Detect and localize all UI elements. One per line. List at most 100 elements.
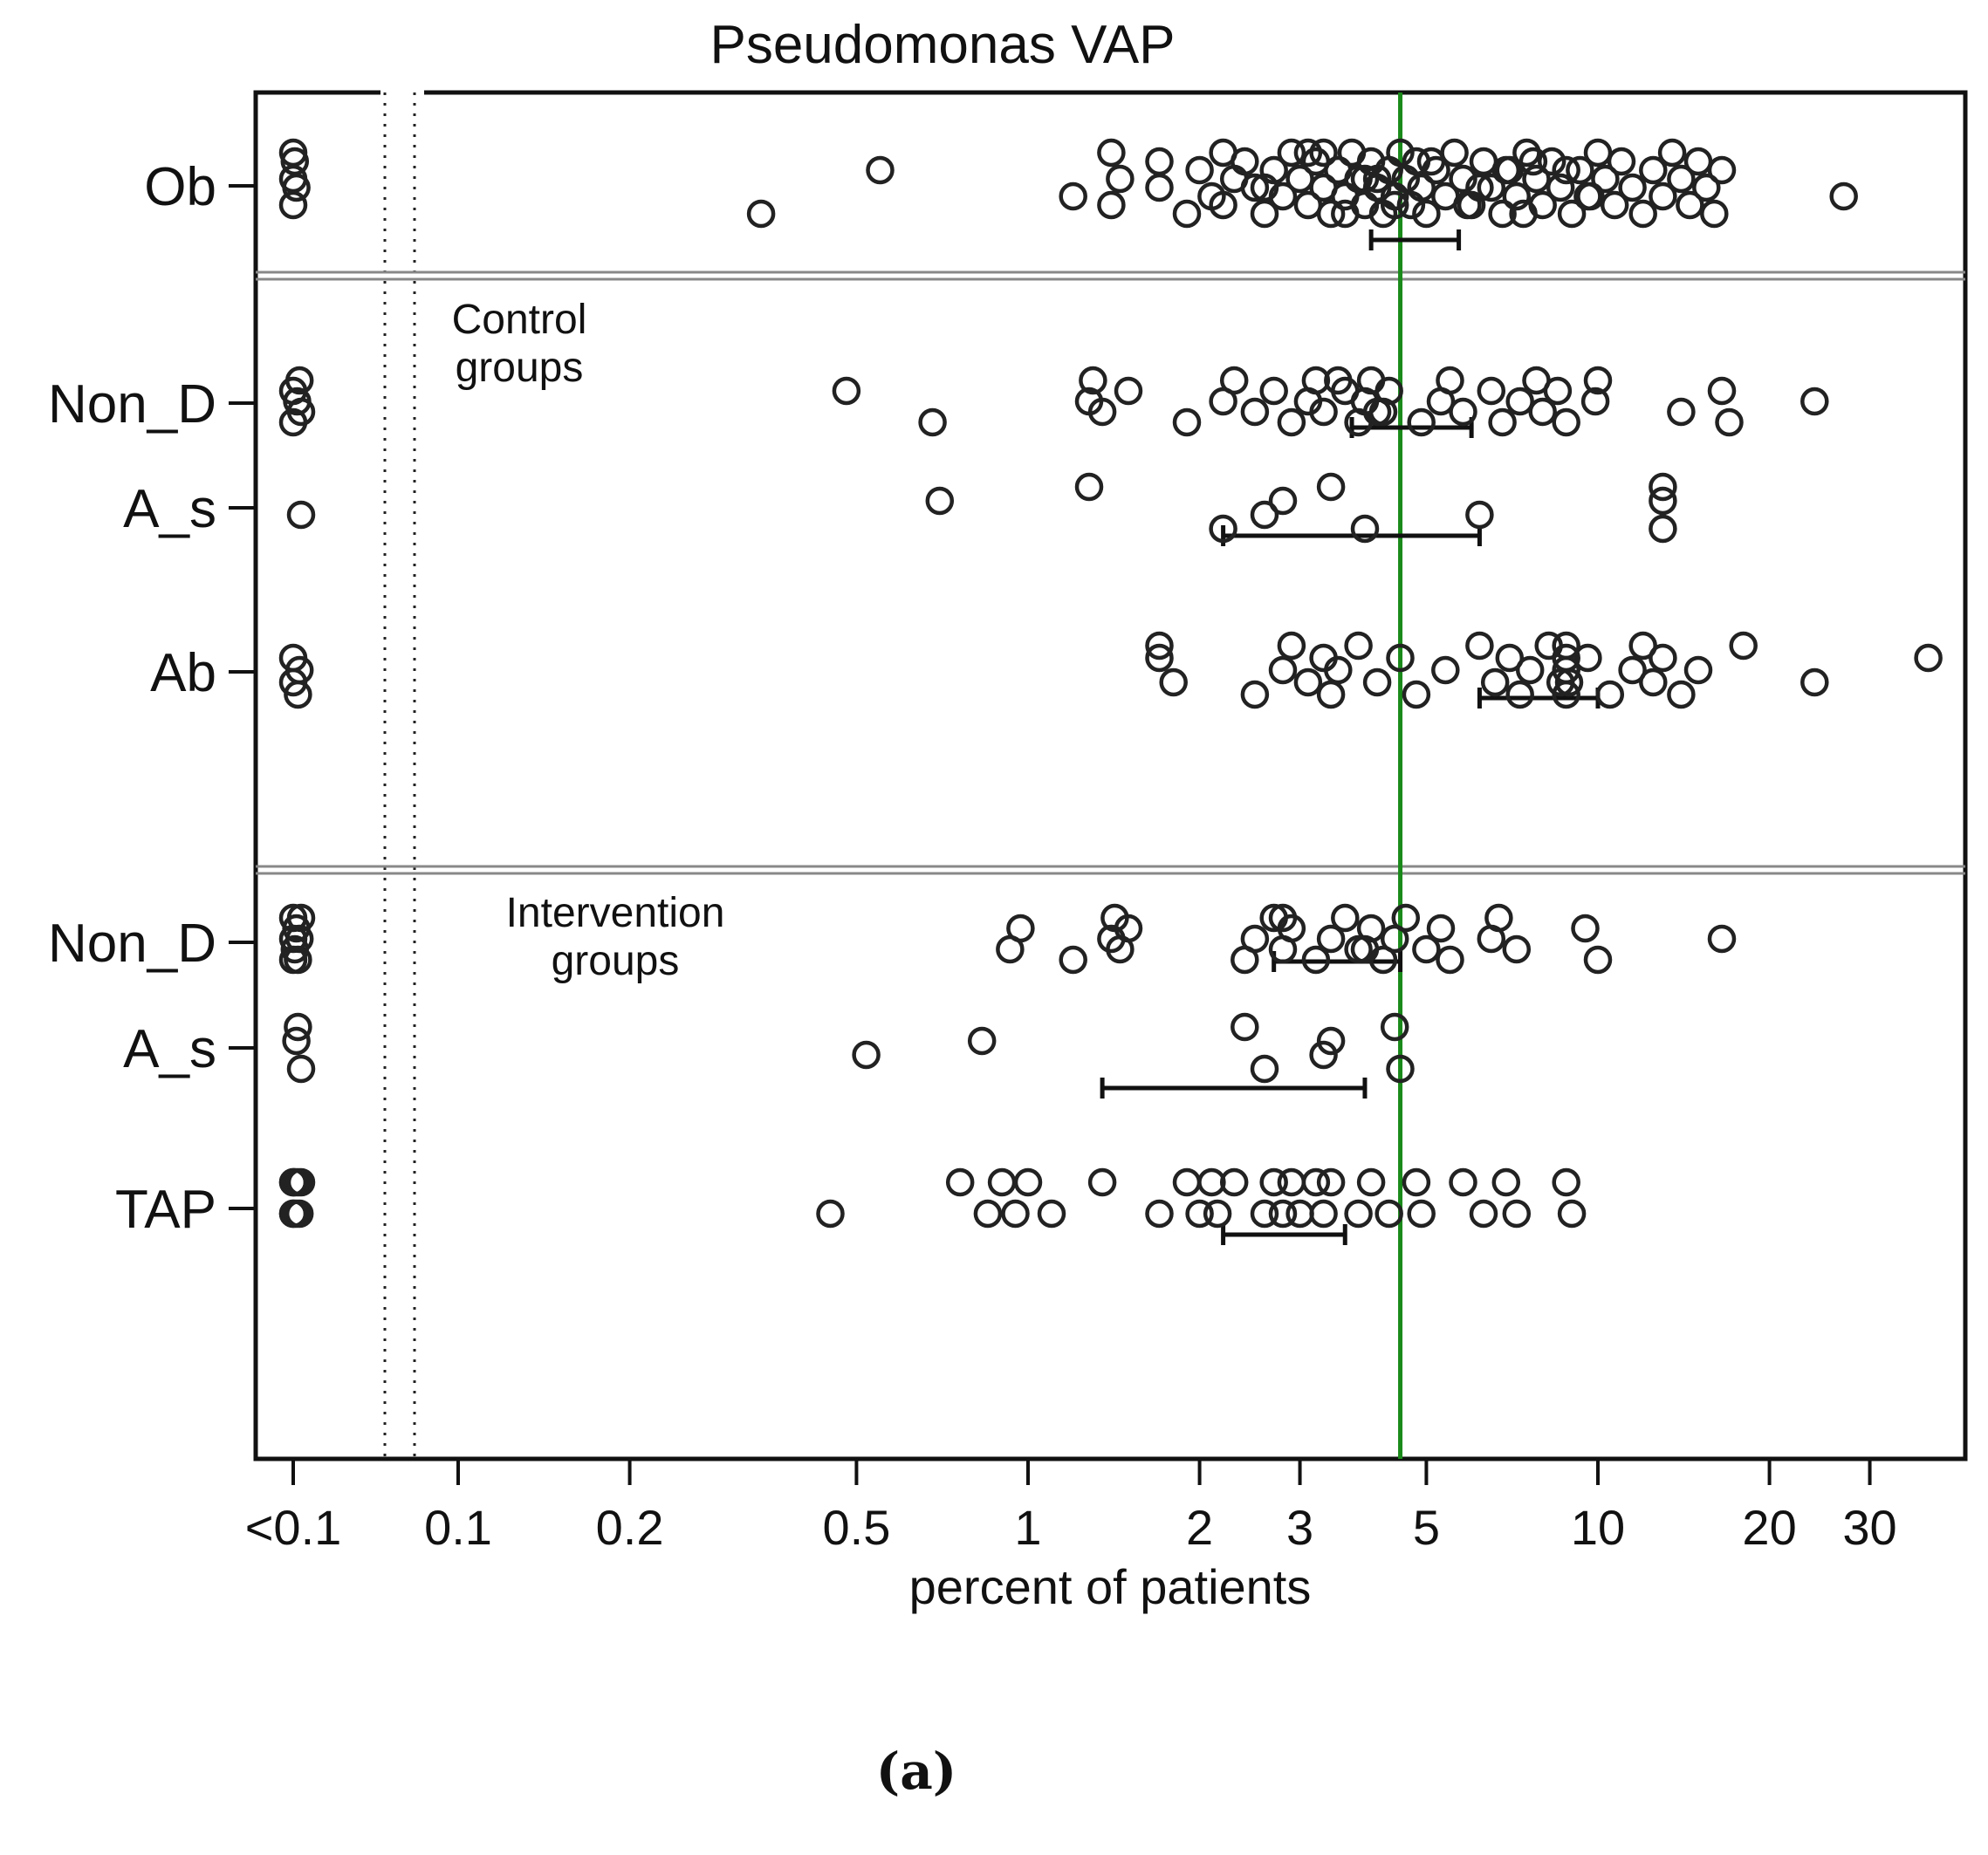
point-row6-25 [1268, 1199, 1298, 1229]
point-row1-28 [1436, 366, 1464, 395]
point-row5-7 [1309, 1040, 1338, 1070]
x-tick-label-6: 3 [1286, 1500, 1313, 1555]
point-row4-29 [1426, 914, 1456, 943]
point-row4-32 [1484, 903, 1513, 933]
point-row1-5 [832, 376, 861, 406]
x-tick-label-10: 30 [1842, 1500, 1896, 1555]
point-row3-19 [1465, 631, 1494, 661]
group-label-0-line-1: groups [456, 345, 584, 391]
point-row6-19 [1185, 1199, 1214, 1229]
point-row3-17 [1402, 680, 1431, 709]
point-row2-6 [1316, 472, 1346, 502]
point-row6-29 [1309, 1199, 1338, 1229]
point-row0-10 [1097, 190, 1126, 220]
point-row3-10 [1293, 667, 1323, 697]
point-row1-8 [1079, 366, 1107, 395]
point-row6-18 [1172, 1167, 1202, 1197]
point-row0-87 [1573, 181, 1602, 211]
point-row3-37 [1667, 680, 1696, 709]
point-row0-48 [1440, 138, 1469, 168]
y-label-5: A_s [123, 1019, 216, 1079]
y-label-6: TAP [115, 1180, 216, 1240]
point-row0-53 [1488, 199, 1517, 229]
point-row3-3 [284, 655, 314, 685]
point-row4-36 [1707, 924, 1737, 954]
point-row5-1 [284, 1012, 312, 1042]
point-row0-13 [1172, 199, 1202, 229]
point-row2-7 [1350, 514, 1380, 544]
point-row0-91 [1518, 147, 1548, 176]
point-row4-21 [1316, 924, 1346, 954]
point-row6-16 [1087, 1167, 1117, 1197]
point-row4-14 [1114, 914, 1143, 943]
point-row2-0 [286, 500, 316, 530]
point-row5-4 [967, 1026, 997, 1056]
x-tick-label-1: 0.1 [424, 1500, 492, 1555]
point-row0-74 [1676, 190, 1704, 220]
point-row3-29 [1552, 631, 1580, 661]
plot-frame [253, 90, 1968, 1461]
point-row1-18 [1301, 366, 1331, 395]
point-row6-38 [1491, 1167, 1521, 1197]
point-row6-17 [1145, 1199, 1174, 1229]
point-row0-14 [1185, 155, 1214, 185]
point-row6-12 [987, 1167, 1017, 1197]
point-row3-4 [1145, 631, 1174, 661]
point-row1-26 [1407, 407, 1436, 437]
point-row6-33 [1374, 1199, 1403, 1229]
point-row0-49 [1449, 164, 1477, 194]
point-row2-2 [1074, 472, 1104, 502]
point-row0-5 [746, 199, 776, 229]
point-row5-10 [1386, 1054, 1415, 1084]
figure-caption: (a) [876, 1742, 956, 1801]
point-row0-6 [866, 155, 895, 185]
point-row2-5 [1268, 486, 1298, 516]
y-label-1: Non_D [48, 374, 216, 435]
point-row1-30 [1477, 376, 1506, 406]
point-row3-23 [1515, 655, 1545, 685]
point-row0-81 [1350, 164, 1380, 194]
point-row0-79 [1829, 181, 1858, 211]
point-row2-4 [1250, 500, 1279, 530]
point-row0-9 [1106, 164, 1135, 194]
y-label-0: Ob [144, 157, 216, 217]
point-row6-7 [284, 1199, 314, 1229]
point-row1-25 [1374, 376, 1403, 406]
point-row6-15 [1037, 1199, 1066, 1229]
point-row0-86 [1552, 155, 1580, 185]
point-row5-2 [286, 1054, 316, 1084]
point-row1-19 [1309, 397, 1338, 427]
point-row3-15 [1362, 667, 1392, 697]
point-row6-23 [1250, 1199, 1279, 1229]
point-row1-4 [286, 397, 316, 427]
point-row3-21 [1495, 643, 1525, 673]
point-row1-9 [1087, 397, 1117, 427]
point-row0-64 [1583, 138, 1613, 168]
point-row0-45 [1412, 199, 1441, 229]
point-row0-40 [1386, 138, 1415, 168]
point-row3-40 [1800, 667, 1829, 697]
point-row5-5 [1231, 1012, 1259, 1042]
point-row0-2 [278, 190, 308, 220]
point-row3-39 [1729, 631, 1758, 661]
x-tick-label-8: 10 [1571, 1500, 1625, 1555]
point-row4-10 [1059, 945, 1087, 975]
x-tick-label-7: 5 [1413, 1500, 1440, 1555]
point-row6-37 [1469, 1199, 1498, 1229]
point-row0-89 [1362, 164, 1392, 194]
point-row0-67 [1607, 147, 1636, 176]
point-row0-76 [1692, 173, 1721, 202]
point-row0-44 [1407, 173, 1436, 202]
point-row0-70 [1639, 155, 1668, 185]
point-row1-10 [1114, 376, 1143, 406]
point-row3-7 [1240, 680, 1270, 709]
point-row0-61 [1557, 199, 1587, 229]
group-label-1-line-1: groups [552, 938, 680, 984]
point-row1-42 [1800, 387, 1829, 416]
point-row1-44 [1362, 397, 1392, 427]
point-row0-7 [1059, 181, 1087, 211]
point-row1-34 [1528, 397, 1557, 427]
point-row6-39 [1502, 1199, 1532, 1229]
y-label-2: A_s [123, 479, 216, 539]
